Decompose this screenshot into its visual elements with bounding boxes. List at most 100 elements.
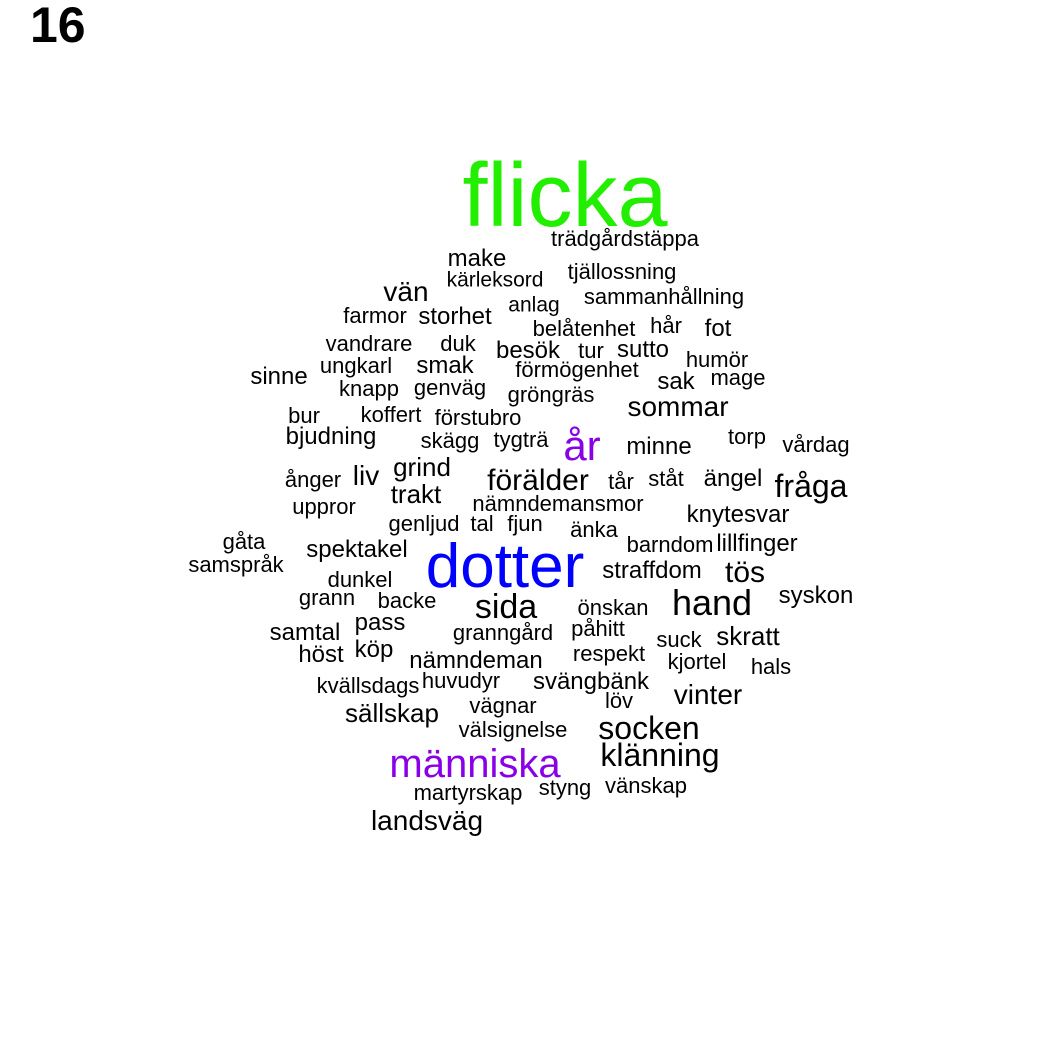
cloud-word: ungkarl	[319, 353, 393, 378]
cloud-word: svängbänk	[532, 668, 650, 695]
cloud-word: vinter	[673, 679, 743, 710]
cloud-word: lillfinger	[716, 530, 798, 557]
cloud-word: tygträ	[493, 427, 549, 452]
cloud-word: förstubro	[434, 405, 522, 430]
cloud-word: sammanhållning	[583, 284, 745, 309]
cloud-word: uppror	[292, 494, 356, 519]
cloud-word: dotter	[425, 532, 585, 601]
cloud-word: hår	[650, 313, 682, 338]
cloud-word: trakt	[390, 479, 442, 509]
cloud-word: landsväg	[370, 805, 484, 836]
cloud-word: samtal	[269, 619, 341, 646]
cloud-word: kärleksord	[446, 268, 544, 292]
cloud-word: minne	[626, 433, 692, 460]
cloud-word: kvällsdags	[316, 673, 420, 698]
cloud-word: styng	[538, 775, 592, 800]
cloud-word: gåta	[222, 529, 266, 554]
cloud-word: sinne	[250, 363, 308, 390]
cloud-word: grann	[298, 585, 356, 610]
cloud-word: smak	[416, 352, 474, 379]
cloud-word: köp	[354, 636, 394, 663]
cloud-word: fråga	[774, 468, 848, 504]
cloud-word: koffert	[360, 402, 422, 427]
cloud-word: skratt	[716, 621, 780, 651]
cloud-word: samspråk	[188, 552, 284, 577]
cloud-word: belåtenhet	[532, 316, 636, 341]
cloud-word: tjällossning	[567, 259, 677, 284]
cloud-word: förmögenhet	[515, 357, 639, 382]
cloud-word: knapp	[339, 376, 399, 401]
cloud-word: grind	[393, 452, 451, 482]
cloud-word: duk	[440, 331, 476, 356]
cloud-word: klänning	[600, 737, 720, 773]
cloud-word: vårdag	[782, 432, 850, 457]
cloud-word: torp	[728, 424, 766, 449]
cloud-word: ängel	[703, 465, 763, 492]
cloud-word: backe	[377, 588, 437, 613]
cloud-word: vägnar	[469, 693, 537, 718]
cloud-word: respekt	[572, 641, 646, 666]
cloud-word: nämndemansmor	[472, 491, 644, 516]
cloud-word: straffdom	[602, 557, 702, 584]
cloud-word: martyrskap	[413, 780, 523, 805]
cloud-word: tös	[724, 556, 766, 589]
cloud-word: make	[447, 245, 507, 272]
panel-number: 16	[30, 0, 86, 53]
cloud-word: knytesvar	[686, 501, 790, 528]
cloud-word: höst	[298, 641, 344, 668]
cloud-word: vän	[383, 276, 429, 307]
cloud-word: fot	[704, 315, 732, 342]
cloud-word: humör	[685, 347, 749, 372]
cloud-word: fjun	[507, 511, 543, 536]
cloud-word: barndom	[626, 532, 714, 557]
cloud-word: tur	[578, 338, 604, 363]
cloud-word: vänskap	[605, 773, 687, 798]
cloud-word: suck	[656, 627, 702, 652]
cloud-word: ståt	[648, 466, 684, 491]
cloud-word: ånger	[284, 467, 342, 492]
cloud-word: granngård	[452, 620, 554, 645]
cloud-word: sommar	[627, 391, 729, 422]
cloud-word: gröngräs	[507, 382, 595, 407]
cloud-word: bur	[288, 403, 320, 428]
cloud-word: tal	[470, 511, 494, 536]
cloud-word: skägg	[420, 428, 480, 453]
cloud-word: liv	[352, 460, 380, 491]
cloud-word: välsignelse	[458, 717, 568, 742]
cloud-word: människa	[389, 742, 561, 786]
cloud-word: storhet	[418, 303, 492, 330]
cloud-word: år	[563, 422, 601, 469]
cloud-word: sida	[474, 588, 538, 626]
cloud-word: påhitt	[571, 616, 625, 641]
cloud-word: anlag	[508, 293, 560, 317]
cloud-word: dunkel	[327, 567, 393, 592]
cloud-word: hand	[671, 582, 753, 623]
cloud-word: nämndeman	[409, 647, 543, 674]
cloud-word: sutto	[616, 336, 670, 363]
cloud-word: syskon	[778, 582, 854, 609]
cloud-word: vandrare	[325, 331, 413, 356]
cloud-word: löv	[604, 688, 634, 713]
cloud-word: mage	[710, 365, 766, 390]
cloud-word: socken	[598, 710, 700, 746]
cloud-word: förälder	[487, 464, 589, 497]
cloud-word: flicka	[462, 146, 668, 246]
cloud-word: bjudning	[285, 423, 377, 450]
cloud-word: hals	[750, 654, 792, 679]
cloud-word: änka	[570, 517, 618, 542]
cloud-word: genväg	[413, 375, 487, 400]
cloud-word: genljud	[388, 511, 460, 536]
cloud-word: kjortel	[667, 649, 727, 674]
cloud-word: trädgårdstäppa	[551, 226, 699, 251]
cloud-word: tår	[608, 469, 634, 494]
cloud-word: farmor	[343, 303, 407, 328]
cloud-word: önskan	[577, 595, 649, 620]
cloud-word: sak	[657, 368, 695, 395]
cloud-word: sällskap	[345, 698, 439, 728]
cloud-word: huvudyr	[421, 668, 501, 693]
cloud-word: pass	[354, 609, 406, 636]
cloud-word: spektakel	[306, 536, 408, 563]
cloud-word: besök	[495, 337, 561, 364]
